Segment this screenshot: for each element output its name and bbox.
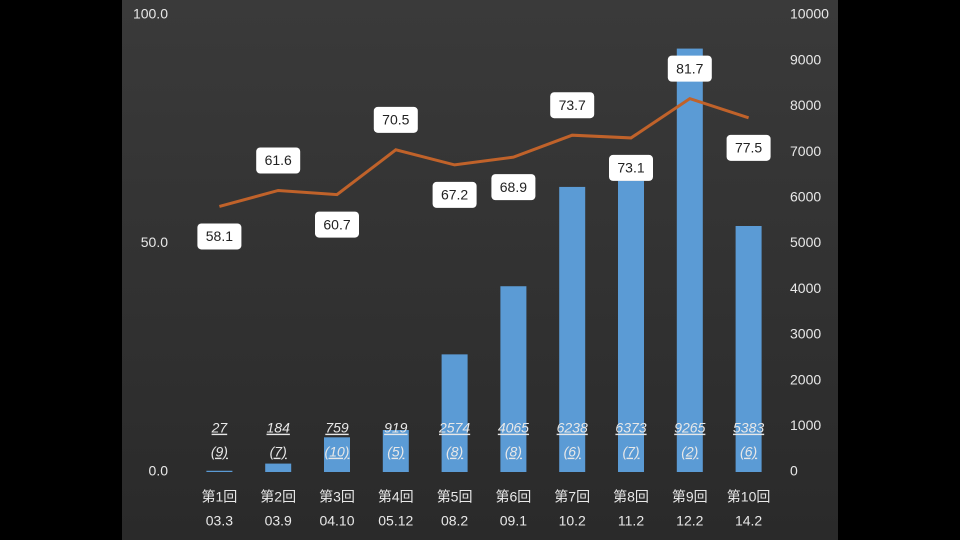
data-label-box bbox=[491, 174, 536, 201]
data-label-box bbox=[432, 181, 477, 208]
x-tick-date: 03.9 bbox=[265, 513, 292, 529]
bar bbox=[618, 180, 644, 472]
x-tick-date: 12.2 bbox=[676, 513, 703, 529]
y2-tick-label: 8000 bbox=[790, 97, 821, 113]
x-tick-label: 第7回 bbox=[554, 489, 590, 505]
bar bbox=[559, 186, 586, 472]
x-tick-date: 04.10 bbox=[319, 513, 354, 529]
data-label-box bbox=[726, 134, 771, 161]
bar-value-label: 9265 bbox=[674, 420, 705, 436]
bar-sub-label: (8) bbox=[446, 444, 463, 460]
bar bbox=[500, 286, 527, 472]
x-tick-label: 第8回 bbox=[613, 489, 649, 505]
line-value-label: 58.1 bbox=[206, 228, 233, 244]
bar bbox=[382, 430, 409, 472]
line-value-label: 60.7 bbox=[323, 216, 350, 232]
bar-sub-label: (5) bbox=[387, 444, 404, 460]
bar-value-label: 919 bbox=[384, 420, 408, 436]
bar bbox=[441, 354, 468, 472]
bar-value-label: 6373 bbox=[615, 420, 646, 436]
x-tick-date: 05.12 bbox=[378, 513, 413, 529]
x-tick-label: 第5回 bbox=[437, 489, 473, 505]
line-value-label: 61.6 bbox=[265, 152, 292, 168]
data-label-box bbox=[256, 147, 301, 174]
line-value-label: 73.1 bbox=[617, 160, 644, 176]
line-value-label: 81.7 bbox=[676, 60, 703, 76]
line-value-label: 68.9 bbox=[500, 179, 527, 195]
data-label-box bbox=[550, 92, 595, 119]
x-tick-date: 09.1 bbox=[500, 513, 527, 529]
y2-tick-label: 7000 bbox=[790, 143, 821, 159]
line bbox=[219, 96, 750, 208]
y2-tick-label: 4000 bbox=[790, 280, 821, 296]
line-value-label: 70.5 bbox=[382, 112, 409, 128]
bar-sub-label: (2) bbox=[681, 444, 698, 460]
bar bbox=[735, 225, 762, 472]
bar-sub-label: (9) bbox=[211, 444, 228, 460]
bar-sub-label: (7) bbox=[270, 444, 287, 460]
bar bbox=[324, 437, 350, 472]
bar-sub-label: (6) bbox=[740, 444, 757, 460]
x-tick-date: 14.2 bbox=[735, 513, 762, 529]
y2-tick-label: 0 bbox=[790, 463, 798, 479]
y-tick-label: 0.0 bbox=[149, 463, 169, 479]
line-value-label: 67.2 bbox=[441, 187, 468, 203]
data-label-box bbox=[197, 223, 242, 250]
x-tick-label: 第10回 bbox=[727, 489, 771, 505]
x-tick-label: 第6回 bbox=[496, 489, 532, 505]
x-tick-date: 03.3 bbox=[206, 513, 233, 529]
line-value-label: 77.5 bbox=[735, 140, 762, 156]
x-tick-label: 第4回 bbox=[378, 489, 414, 505]
x-tick-label: 第9回 bbox=[672, 489, 708, 505]
bar-sub-label: (6) bbox=[564, 444, 581, 460]
data-label-box bbox=[667, 55, 712, 82]
y-tick-label: 50.0 bbox=[141, 234, 168, 250]
x-tick-label: 第3回 bbox=[319, 489, 355, 505]
bar bbox=[676, 48, 703, 472]
bar-value-label: 5383 bbox=[733, 420, 764, 436]
bar-value-label: 2574 bbox=[438, 420, 470, 436]
y2-tick-label: 6000 bbox=[790, 189, 821, 205]
y2-tick-label: 1000 bbox=[790, 417, 821, 433]
y2-tick-label: 3000 bbox=[790, 326, 821, 342]
bar-value-label: 6238 bbox=[557, 420, 588, 436]
data-label-box bbox=[373, 106, 418, 133]
y-tick-label: 100.0 bbox=[133, 6, 168, 22]
y2-tick-label: 2000 bbox=[790, 371, 821, 387]
bar-sub-label: (8) bbox=[505, 444, 522, 460]
data-label-box bbox=[315, 211, 359, 238]
bar-value-label: 759 bbox=[325, 420, 349, 436]
chart-background bbox=[122, 0, 838, 540]
x-tick-date: 10.2 bbox=[559, 513, 586, 529]
bar-value-label: 27 bbox=[211, 420, 229, 436]
line-value-label: 73.7 bbox=[559, 97, 586, 113]
data-label-box bbox=[609, 154, 653, 181]
bar bbox=[265, 463, 292, 472]
bar-sub-label: (7) bbox=[622, 444, 639, 460]
bar bbox=[206, 470, 233, 472]
bar-sub-label: (10) bbox=[325, 444, 350, 460]
y2-tick-label: 10000 bbox=[790, 6, 829, 22]
y2-tick-label: 9000 bbox=[790, 51, 821, 67]
x-tick-date: 08.2 bbox=[441, 513, 468, 529]
bar-value-label: 184 bbox=[267, 420, 291, 436]
bar-value-label: 4065 bbox=[498, 420, 529, 436]
x-tick-date: 11.2 bbox=[618, 513, 644, 529]
x-tick-label: 第1回 bbox=[202, 489, 238, 505]
y2-tick-label: 5000 bbox=[790, 234, 821, 250]
x-tick-label: 第2回 bbox=[260, 489, 296, 505]
